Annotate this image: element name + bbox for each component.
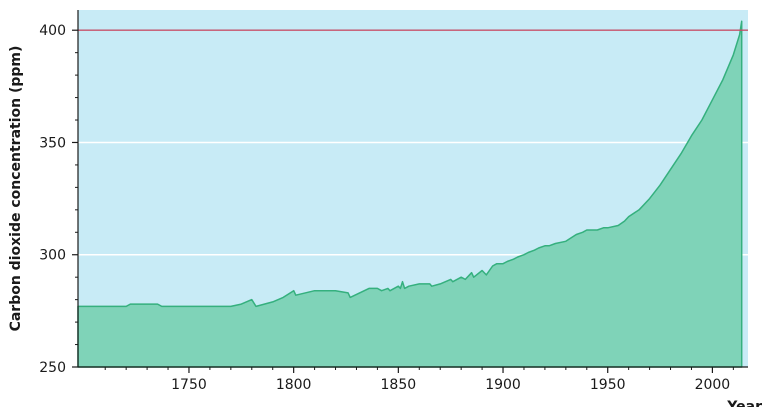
x-tick-label: 1750 [171, 377, 207, 393]
x-tick-label: 1950 [590, 377, 626, 393]
co2-area-series [77, 20, 743, 368]
y-tick-label: 300 [39, 248, 66, 264]
y-axis-title: Carbon dioxide concentration (ppm) [8, 46, 24, 332]
y-tick-label: 250 [39, 360, 66, 376]
y-tick-label: 350 [39, 135, 66, 151]
axis-ticks: 250 300 350 400 1750 1800 1850 1900 1950 2000 [39, 23, 734, 393]
x-axis-title: Year [726, 399, 762, 407]
x-tick-label: 2000 [695, 377, 731, 393]
x-tick-label: 1900 [485, 377, 521, 393]
x-tick-label: 1800 [276, 377, 312, 393]
x-tick-label: 1850 [381, 377, 417, 393]
y-tick-label: 400 [39, 23, 66, 39]
